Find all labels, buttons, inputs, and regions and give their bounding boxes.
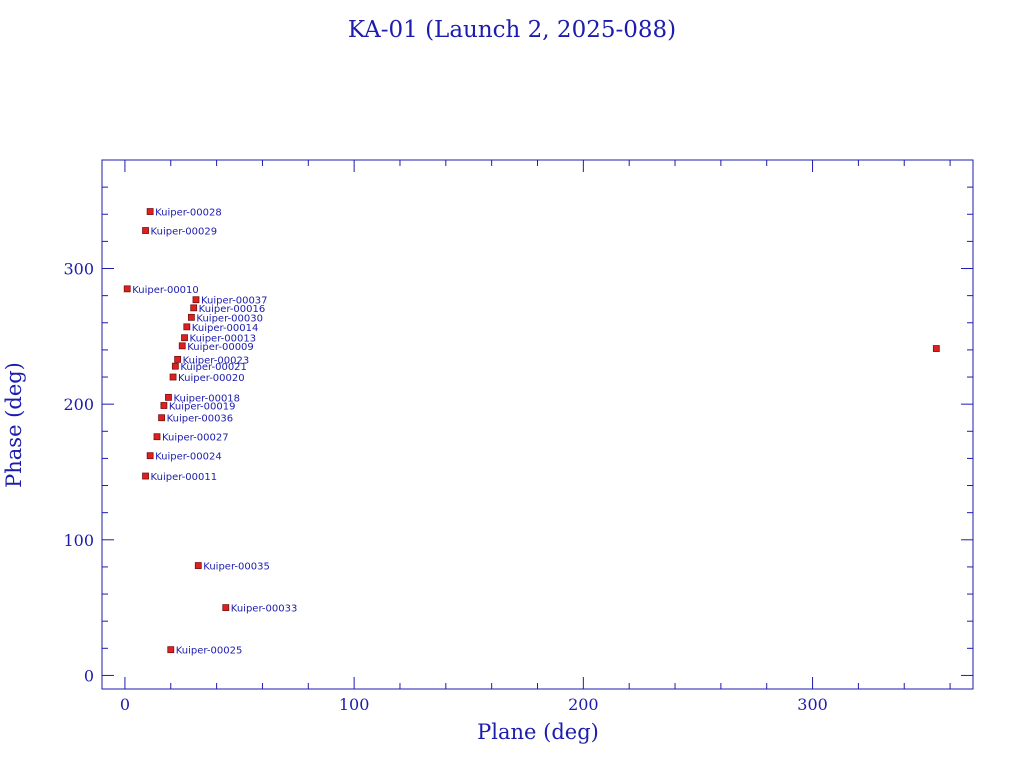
data-point-label: Kuiper-00009	[187, 342, 254, 353]
data-point-label: Kuiper-00019	[169, 402, 236, 413]
axis-tick-labels: 0 100 200 300 0 100 200 300	[63, 260, 827, 714]
data-point-marker	[153, 433, 161, 441]
data-point-marker	[171, 362, 179, 370]
data-points: Kuiper-00028Kuiper-00029Kuiper-00010Kuip…	[123, 208, 940, 657]
y-axis-label: Phase (deg)	[2, 362, 26, 488]
y-tick-label: 200	[63, 395, 94, 414]
data-point-label: Kuiper-00018	[173, 393, 240, 404]
data-point-label: Kuiper-00033	[231, 604, 298, 615]
data-point-marker	[142, 227, 149, 234]
x-tick-label: 200	[568, 695, 599, 714]
data-point-label: Kuiper-00011	[151, 472, 218, 483]
data-point-label: Kuiper-00027	[162, 433, 229, 444]
data-point-marker	[222, 604, 230, 612]
data-point-label: Kuiper-00025	[176, 646, 243, 657]
axis-ticks	[102, 159, 973, 689]
data-point-label: Kuiper-00029	[151, 227, 218, 238]
data-point-label: Kuiper-00020	[178, 373, 245, 384]
y-tick-label: 300	[63, 260, 94, 279]
x-axis-label: Plane (deg)	[477, 720, 599, 744]
data-point-label: Kuiper-00023	[183, 355, 250, 366]
data-point-label: Kuiper-00035	[203, 562, 270, 573]
x-tick-label: 0	[120, 695, 130, 714]
data-point-marker	[165, 393, 172, 401]
chart-title: KA-01 (Launch 2, 2025-088)	[348, 17, 676, 43]
data-point-label: Kuiper-00030	[196, 313, 263, 324]
data-point-label: Kuiper-00028	[155, 208, 222, 219]
y-tick-label: 100	[63, 531, 94, 550]
data-point-label: Kuiper-00014	[192, 323, 259, 334]
data-point-marker	[146, 208, 154, 215]
x-tick-label: 100	[339, 695, 370, 714]
data-point-label: Kuiper-00013	[190, 334, 257, 345]
data-point-marker	[932, 345, 940, 352]
data-point-label: Kuiper-00037	[201, 296, 268, 307]
data-point-marker	[190, 304, 198, 312]
data-point-marker	[187, 313, 195, 321]
data-point-marker	[174, 355, 182, 363]
x-tick-label: 300	[797, 695, 828, 714]
data-point-marker	[167, 646, 175, 654]
data-point-marker	[192, 296, 200, 304]
data-point-marker	[183, 323, 191, 331]
y-tick-label: 0	[84, 666, 94, 685]
data-point-marker	[123, 285, 131, 293]
data-point-marker	[178, 342, 186, 350]
data-point-marker	[158, 414, 165, 422]
data-point-label: Kuiper-00036	[167, 414, 234, 425]
data-point-label: Kuiper-00016	[199, 304, 266, 315]
data-point-marker	[146, 452, 154, 460]
data-point-marker	[169, 373, 177, 381]
data-point-marker	[142, 472, 149, 480]
data-point-label: Kuiper-00024	[155, 452, 222, 463]
data-point-marker	[160, 402, 168, 409]
data-point-label: Kuiper-00010	[132, 285, 199, 296]
data-point-marker	[181, 334, 188, 342]
data-point-label: Kuiper-00021	[180, 362, 247, 373]
data-point-marker	[194, 562, 202, 569]
